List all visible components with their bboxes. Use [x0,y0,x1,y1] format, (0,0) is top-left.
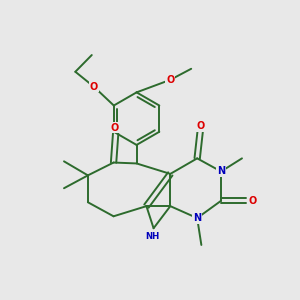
Text: N: N [217,167,225,176]
Text: O: O [110,123,118,133]
Text: O: O [90,82,98,92]
Text: NH: NH [145,232,159,241]
Text: O: O [166,75,174,85]
Text: O: O [249,196,257,206]
Text: N: N [193,213,201,223]
Text: O: O [196,121,204,131]
